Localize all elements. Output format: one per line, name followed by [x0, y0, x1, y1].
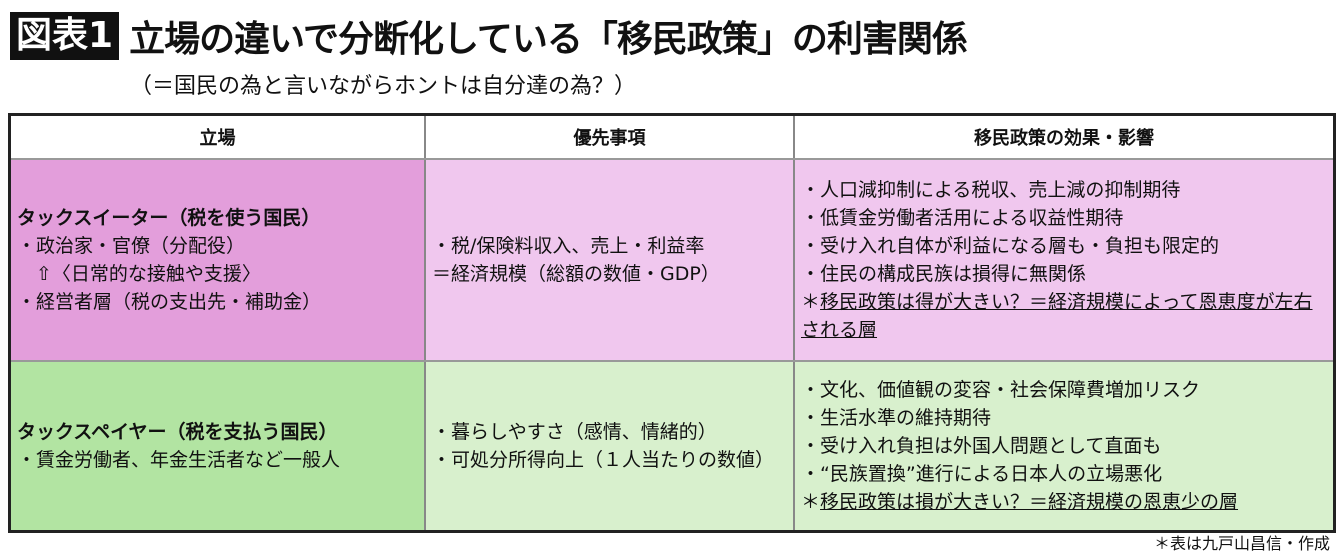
effect-cell: ・人口減抑制による税収、売上減の抑制期待 ・低賃金労働者活用による収益性期待 ・…	[793, 159, 1335, 362]
priority-cell: ・税/保険料収入、売上・利益率 ＝経済規模（総額の数値・GDP）	[424, 159, 794, 362]
list-item: ・住民の構成民族は損得に無関係	[801, 263, 1087, 285]
stakeholder-table: 立場 優先事項 移民政策の効果・影響 タックスイーター（税を使う国民） ・政治家…	[8, 113, 1336, 533]
stance-title: タックスペイヤー（税を支払う国民）	[17, 421, 338, 443]
effect-note: ＊移民政策は得が大きい？＝経済規模によって恩恵度が左右される層	[801, 288, 1327, 344]
column-header-stance: 立場	[8, 114, 425, 160]
note-prefix: ＊	[801, 291, 821, 313]
list-item: ・低賃金労働者活用による収益性期待	[801, 207, 1124, 229]
list-item: ・税/保険料収入、売上・利益率	[432, 235, 705, 257]
figure-title: 図表1 立場の違いで分断化している「移民政策」の利害関係	[10, 10, 968, 62]
table-row: タックスペイヤー（税を支払う国民） ・賃金労働者、年金生活者など一般人 ・暮らし…	[8, 361, 1335, 532]
list-item: ・受け入れ自体が利益になる層も・負担も限定的	[801, 235, 1220, 257]
list-item: ・文化、価値観の変容・社会保障費増加リスク	[801, 379, 1201, 401]
effect-cell: ・文化、価値観の変容・社会保障費増加リスク ・生活水準の維持期待 ・受け入れ負担…	[793, 361, 1335, 532]
note-prefix: ＊	[801, 491, 821, 513]
table-row: タックスイーター（税を使う国民） ・政治家・官僚（分配役） ⇧〈日常的な接触や支…	[8, 159, 1335, 362]
list-item: ・“民族置換”進行による日本人の立場悪化	[801, 463, 1163, 485]
list-item: ・生活水準の維持期待	[801, 407, 992, 429]
effect-note: ＊移民政策は損が大きい？＝経済規模の恩恵少の層	[801, 488, 1327, 516]
list-item: ⇧〈日常的な接触や支援〉	[17, 263, 261, 285]
header-row: 立場 優先事項 移民政策の効果・影響	[8, 114, 1335, 160]
note-text: 移民政策は得が大きい？＝経済規模によって恩恵度が左右される層	[801, 291, 1313, 341]
note-text: 移民政策は損が大きい？＝経済規模の恩恵少の層	[820, 491, 1239, 513]
stance-title: タックスイーター（税を使う国民）	[17, 207, 321, 229]
list-item: ・政治家・官僚（分配役）	[17, 235, 246, 257]
column-header-effect: 移民政策の効果・影響	[793, 114, 1335, 160]
list-item: ・賃金労働者、年金生活者など一般人	[17, 449, 341, 471]
list-item: ・暮らしやすさ（感情、情緒的）	[432, 421, 717, 443]
priority-cell: ・暮らしやすさ（感情、情緒的） ・可処分所得向上（１人当たりの数値）	[424, 361, 794, 532]
subtitle: （＝国民の為と言いながらホントは自分達の為？）	[130, 74, 637, 99]
list-item: ・人口減抑制による税収、売上減の抑制期待	[801, 179, 1181, 201]
stance-cell: タックスイーター（税を使う国民） ・政治家・官僚（分配役） ⇧〈日常的な接触や支…	[8, 159, 425, 362]
list-item: ＝経済規模（総額の数値・GDP）	[432, 263, 720, 285]
list-item: ・経営者層（税の支出先・補助金）	[17, 291, 322, 313]
page-title: 立場の違いで分断化している「移民政策」の利害関係	[129, 19, 968, 60]
source-note: ＊表は九戸山昌信・作成	[1153, 534, 1330, 553]
list-item: ・受け入れ負担は外国人問題として直面も	[801, 435, 1162, 457]
list-item: ・可処分所得向上（１人当たりの数値）	[432, 449, 775, 471]
column-header-priority: 優先事項	[424, 114, 794, 160]
figure-badge: 図表1	[10, 12, 120, 60]
stance-cell: タックスペイヤー（税を支払う国民） ・賃金労働者、年金生活者など一般人	[8, 361, 425, 532]
